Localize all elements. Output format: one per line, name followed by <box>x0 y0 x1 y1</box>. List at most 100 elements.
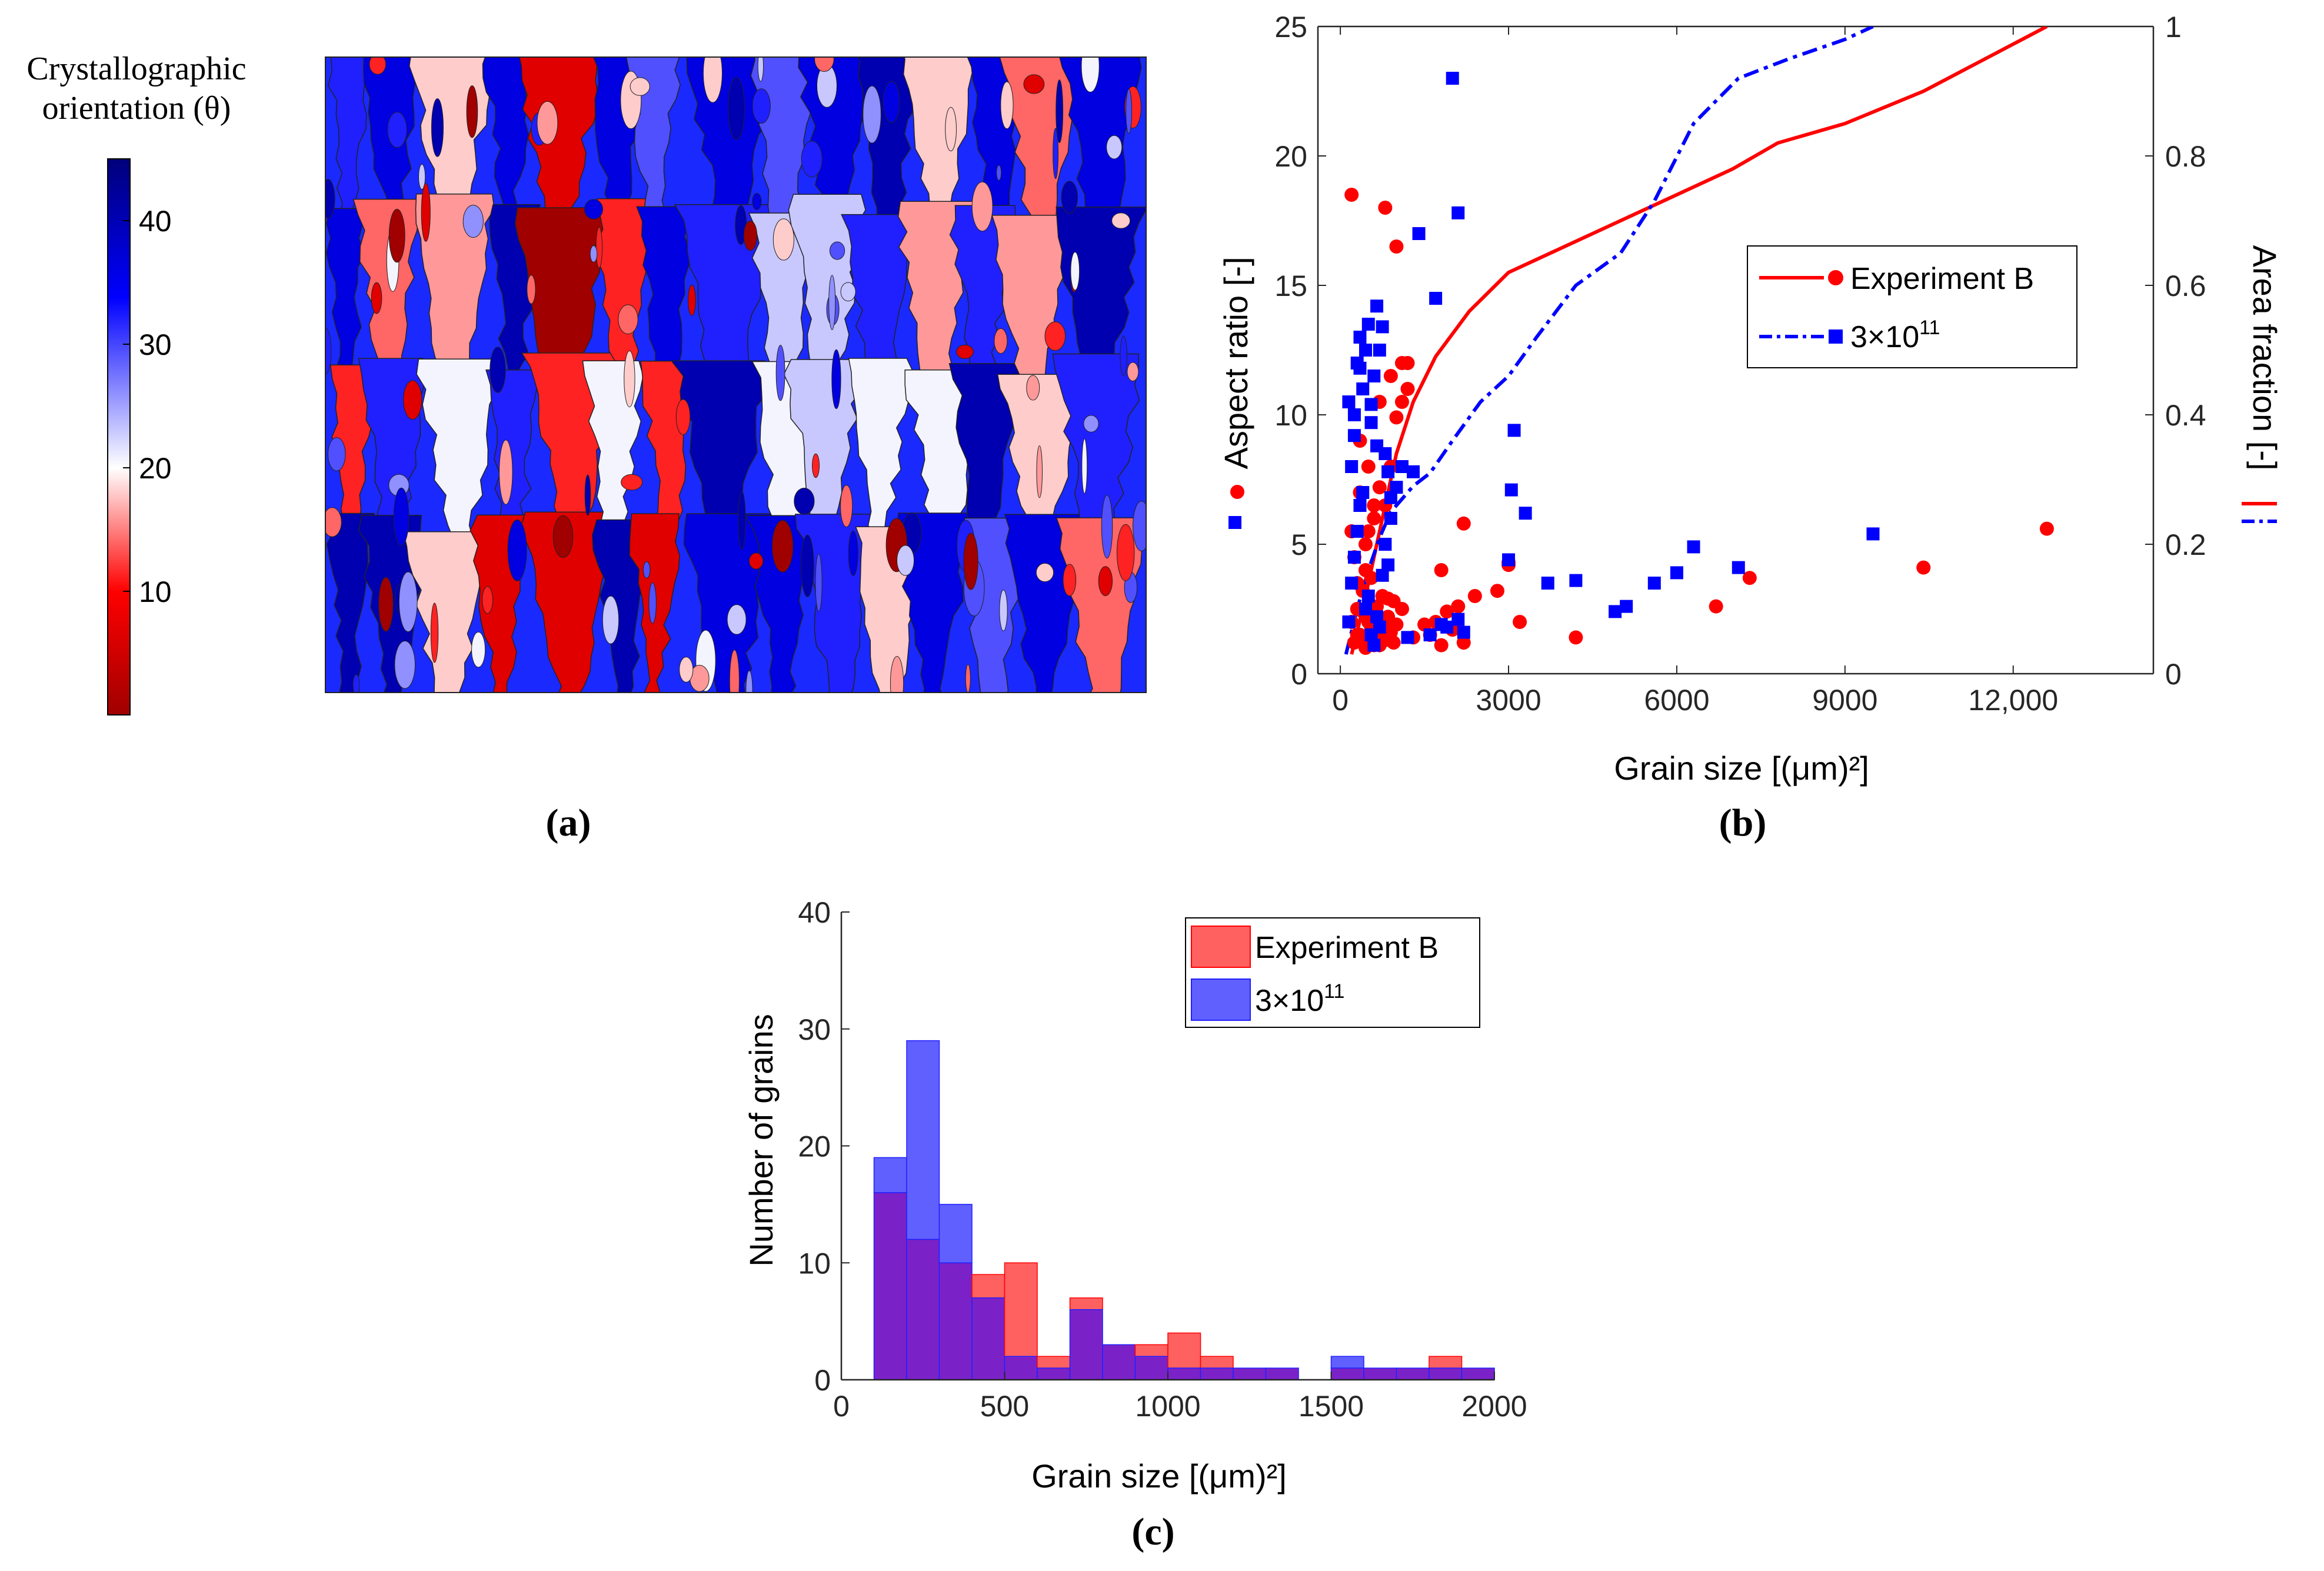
y-tick-label-right-b: 0 <box>2165 658 2182 691</box>
y-tick-label-left-b: 25 <box>1274 11 1307 44</box>
y-axis-label-left-b: Aspect ratio [-] <box>1217 257 1254 469</box>
grain <box>848 530 858 576</box>
bar-overlap <box>1037 1367 1071 1380</box>
grain <box>771 520 794 573</box>
legend-c-label-simulation: 3×1011 <box>1255 980 1344 1018</box>
grain <box>829 241 845 260</box>
data-point-experiment <box>1451 599 1466 614</box>
data-point-experiment <box>1344 188 1359 202</box>
data-point-simulation <box>1429 292 1443 305</box>
data-point-experiment <box>1386 635 1401 650</box>
grain <box>840 282 856 302</box>
bar-overlap <box>1461 1367 1495 1380</box>
grain <box>552 515 574 558</box>
axes-c: 0 500 1000 1500 2000 0 10 20 30 40 <box>798 896 1527 1423</box>
grain <box>814 57 834 72</box>
bar-overlap <box>1102 1344 1136 1380</box>
data-point-experiment <box>1381 591 1396 606</box>
data-point-experiment <box>1394 602 1409 616</box>
data-point-experiment <box>1378 201 1393 215</box>
grain <box>584 199 603 219</box>
area-fraction-line-experiment <box>1350 26 2048 655</box>
grain <box>462 205 484 238</box>
grain <box>430 603 439 663</box>
grain-orientation-map <box>325 56 1147 693</box>
grain <box>378 577 394 632</box>
bar-experiment <box>1069 1297 1103 1310</box>
data-point-simulation <box>1379 538 1392 551</box>
grain <box>602 595 620 644</box>
grain <box>831 349 841 410</box>
data-point-simulation <box>1457 625 1470 639</box>
x-tick-label-c: 1500 <box>1298 1390 1364 1423</box>
legend-b-square-marker <box>1829 329 1843 344</box>
data-point-simulation <box>1370 299 1384 313</box>
data-point-simulation <box>1342 615 1356 628</box>
y-tick-label-left-b: 0 <box>1291 658 1307 691</box>
data-point-experiment <box>1383 620 1398 634</box>
x-tick-label-c: 0 <box>833 1390 850 1423</box>
data-point-simulation <box>1384 512 1397 525</box>
data-point-simulation <box>1407 465 1420 478</box>
y-tick-label-c: 20 <box>798 1130 831 1163</box>
data-point-experiment <box>1389 239 1404 254</box>
grain <box>1061 181 1078 214</box>
bar-simulation <box>1330 1356 1364 1369</box>
grain <box>757 57 764 82</box>
grain <box>642 561 651 579</box>
bar-overlap <box>1200 1367 1234 1380</box>
data-point-experiment <box>1367 498 1381 512</box>
data-point-simulation <box>1451 613 1465 626</box>
grain <box>963 532 978 590</box>
grain <box>840 485 853 528</box>
grain <box>745 670 753 693</box>
y-tick-label-right-b: 0.4 <box>2165 399 2206 432</box>
bar-overlap <box>873 1192 907 1380</box>
grain <box>403 380 422 420</box>
grain <box>1133 501 1146 552</box>
y-axis-label-right-b: Area fraction [-] <box>2246 245 2283 471</box>
grain <box>1120 335 1127 377</box>
data-point-simulation <box>1401 631 1414 644</box>
panel-a: Crystallographic orientation (θ) 10 20 30 4… <box>26 51 1147 844</box>
grain <box>748 552 764 570</box>
data-point-simulation <box>1350 525 1364 538</box>
data-point-simulation <box>1381 558 1395 572</box>
x-tick-label-c: 1000 <box>1135 1390 1200 1423</box>
bar-overlap <box>1134 1356 1168 1380</box>
data-point-simulation <box>1373 344 1386 357</box>
data-point-experiment <box>1456 516 1471 531</box>
data-point-experiment <box>1434 638 1449 653</box>
data-point-simulation <box>1395 460 1409 473</box>
bar-overlap <box>906 1239 940 1380</box>
grain <box>1000 81 1014 129</box>
data-point-simulation <box>1353 499 1367 512</box>
data-point-simulation <box>1367 370 1381 382</box>
x-axis-label-c: Grain size [(μm)²] <box>1031 1457 1287 1495</box>
grain <box>369 57 387 75</box>
data-point-simulation <box>1347 429 1361 442</box>
data-point-experiment <box>1490 584 1504 598</box>
grain <box>590 245 598 263</box>
data-point-experiment <box>1383 369 1398 383</box>
x-tick-label-b: 6000 <box>1644 684 1709 717</box>
data-point-simulation <box>1451 206 1465 219</box>
y-tick-label-left-b: 15 <box>1274 269 1307 302</box>
bar-simulation <box>906 1040 940 1240</box>
grain <box>999 590 1008 631</box>
data-point-experiment <box>1394 395 1409 409</box>
data-point-experiment <box>1359 537 1373 551</box>
bar-experiment <box>1134 1344 1168 1357</box>
grain <box>595 227 603 268</box>
bar-overlap <box>938 1262 973 1380</box>
grain <box>621 474 643 491</box>
legend-b-label-experiment: Experiment B <box>1850 262 2034 296</box>
grain <box>1111 212 1131 229</box>
grain <box>584 474 591 516</box>
grain <box>1081 438 1088 494</box>
y-label-left-square-marker <box>1228 516 1241 529</box>
data-point-experiment <box>1361 460 1376 474</box>
grain <box>890 655 904 693</box>
grain <box>1044 321 1066 351</box>
aspect-ratio-points <box>1342 72 2054 655</box>
